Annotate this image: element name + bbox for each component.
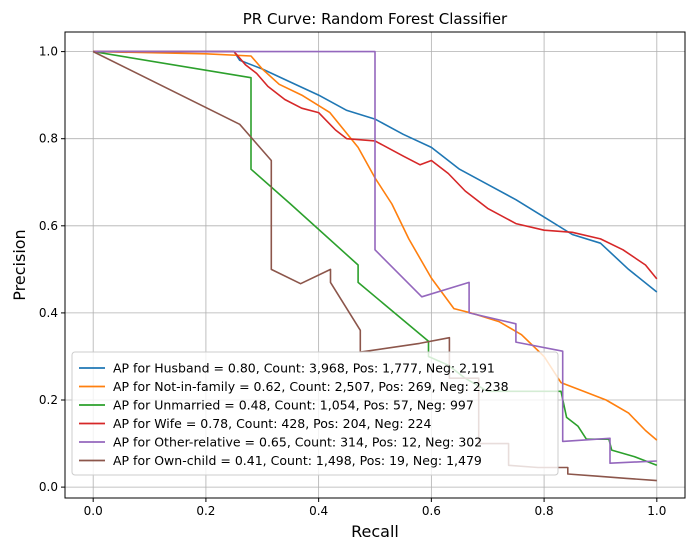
legend-entry: AP for Wife = 0.78, Count: 428, Pos: 204… [113, 416, 431, 431]
series-line [93, 50, 657, 464]
y-tick-label: 0.2 [39, 393, 58, 407]
y-axis: 0.0 0.2 0.4 0.6 0.8 1.0 [39, 45, 65, 494]
y-tick-label: 0.4 [39, 306, 58, 320]
chart-title: PR Curve: Random Forest Classifier [243, 10, 508, 28]
legend: AP for Husband = 0.80, Count: 3,968, Pos… [71, 351, 559, 476]
x-tick-label: 0.4 [309, 504, 328, 518]
y-tick-label: 0.8 [39, 132, 58, 146]
x-tick-label: 0.2 [196, 504, 215, 518]
y-tick-label: 0.6 [39, 219, 58, 233]
series-line [93, 50, 658, 293]
plot-frame [64, 31, 686, 499]
legend-entry: AP for Husband = 0.80, Count: 3,968, Pos… [113, 361, 495, 376]
series-line [93, 50, 658, 280]
legend-entry: AP for Unmarried = 0.48, Count: 1,054, P… [113, 398, 474, 413]
x-tick-label: 0.0 [84, 504, 103, 518]
series-line [93, 50, 658, 441]
legend-entry: AP for Own-child = 0.41, Count: 1,498, P… [113, 453, 482, 468]
x-axis-label: Recall [351, 522, 399, 541]
legend-entry: AP for Not-in-family = 0.62, Count: 2,50… [113, 379, 509, 394]
legend-box [71, 351, 559, 476]
legend-entry: AP for Other-relative = 0.65, Count: 314… [113, 435, 482, 450]
y-tick-label: 0.0 [39, 480, 58, 494]
y-axis-label: Precision [10, 229, 29, 300]
x-tick-label: 0.8 [535, 504, 554, 518]
y-tick-label: 1.0 [39, 45, 58, 59]
x-axis: 0.0 0.2 0.4 0.6 0.8 1.0 [84, 498, 666, 518]
x-tick-label: 0.6 [422, 504, 441, 518]
x-tick-label: 1.0 [647, 504, 666, 518]
